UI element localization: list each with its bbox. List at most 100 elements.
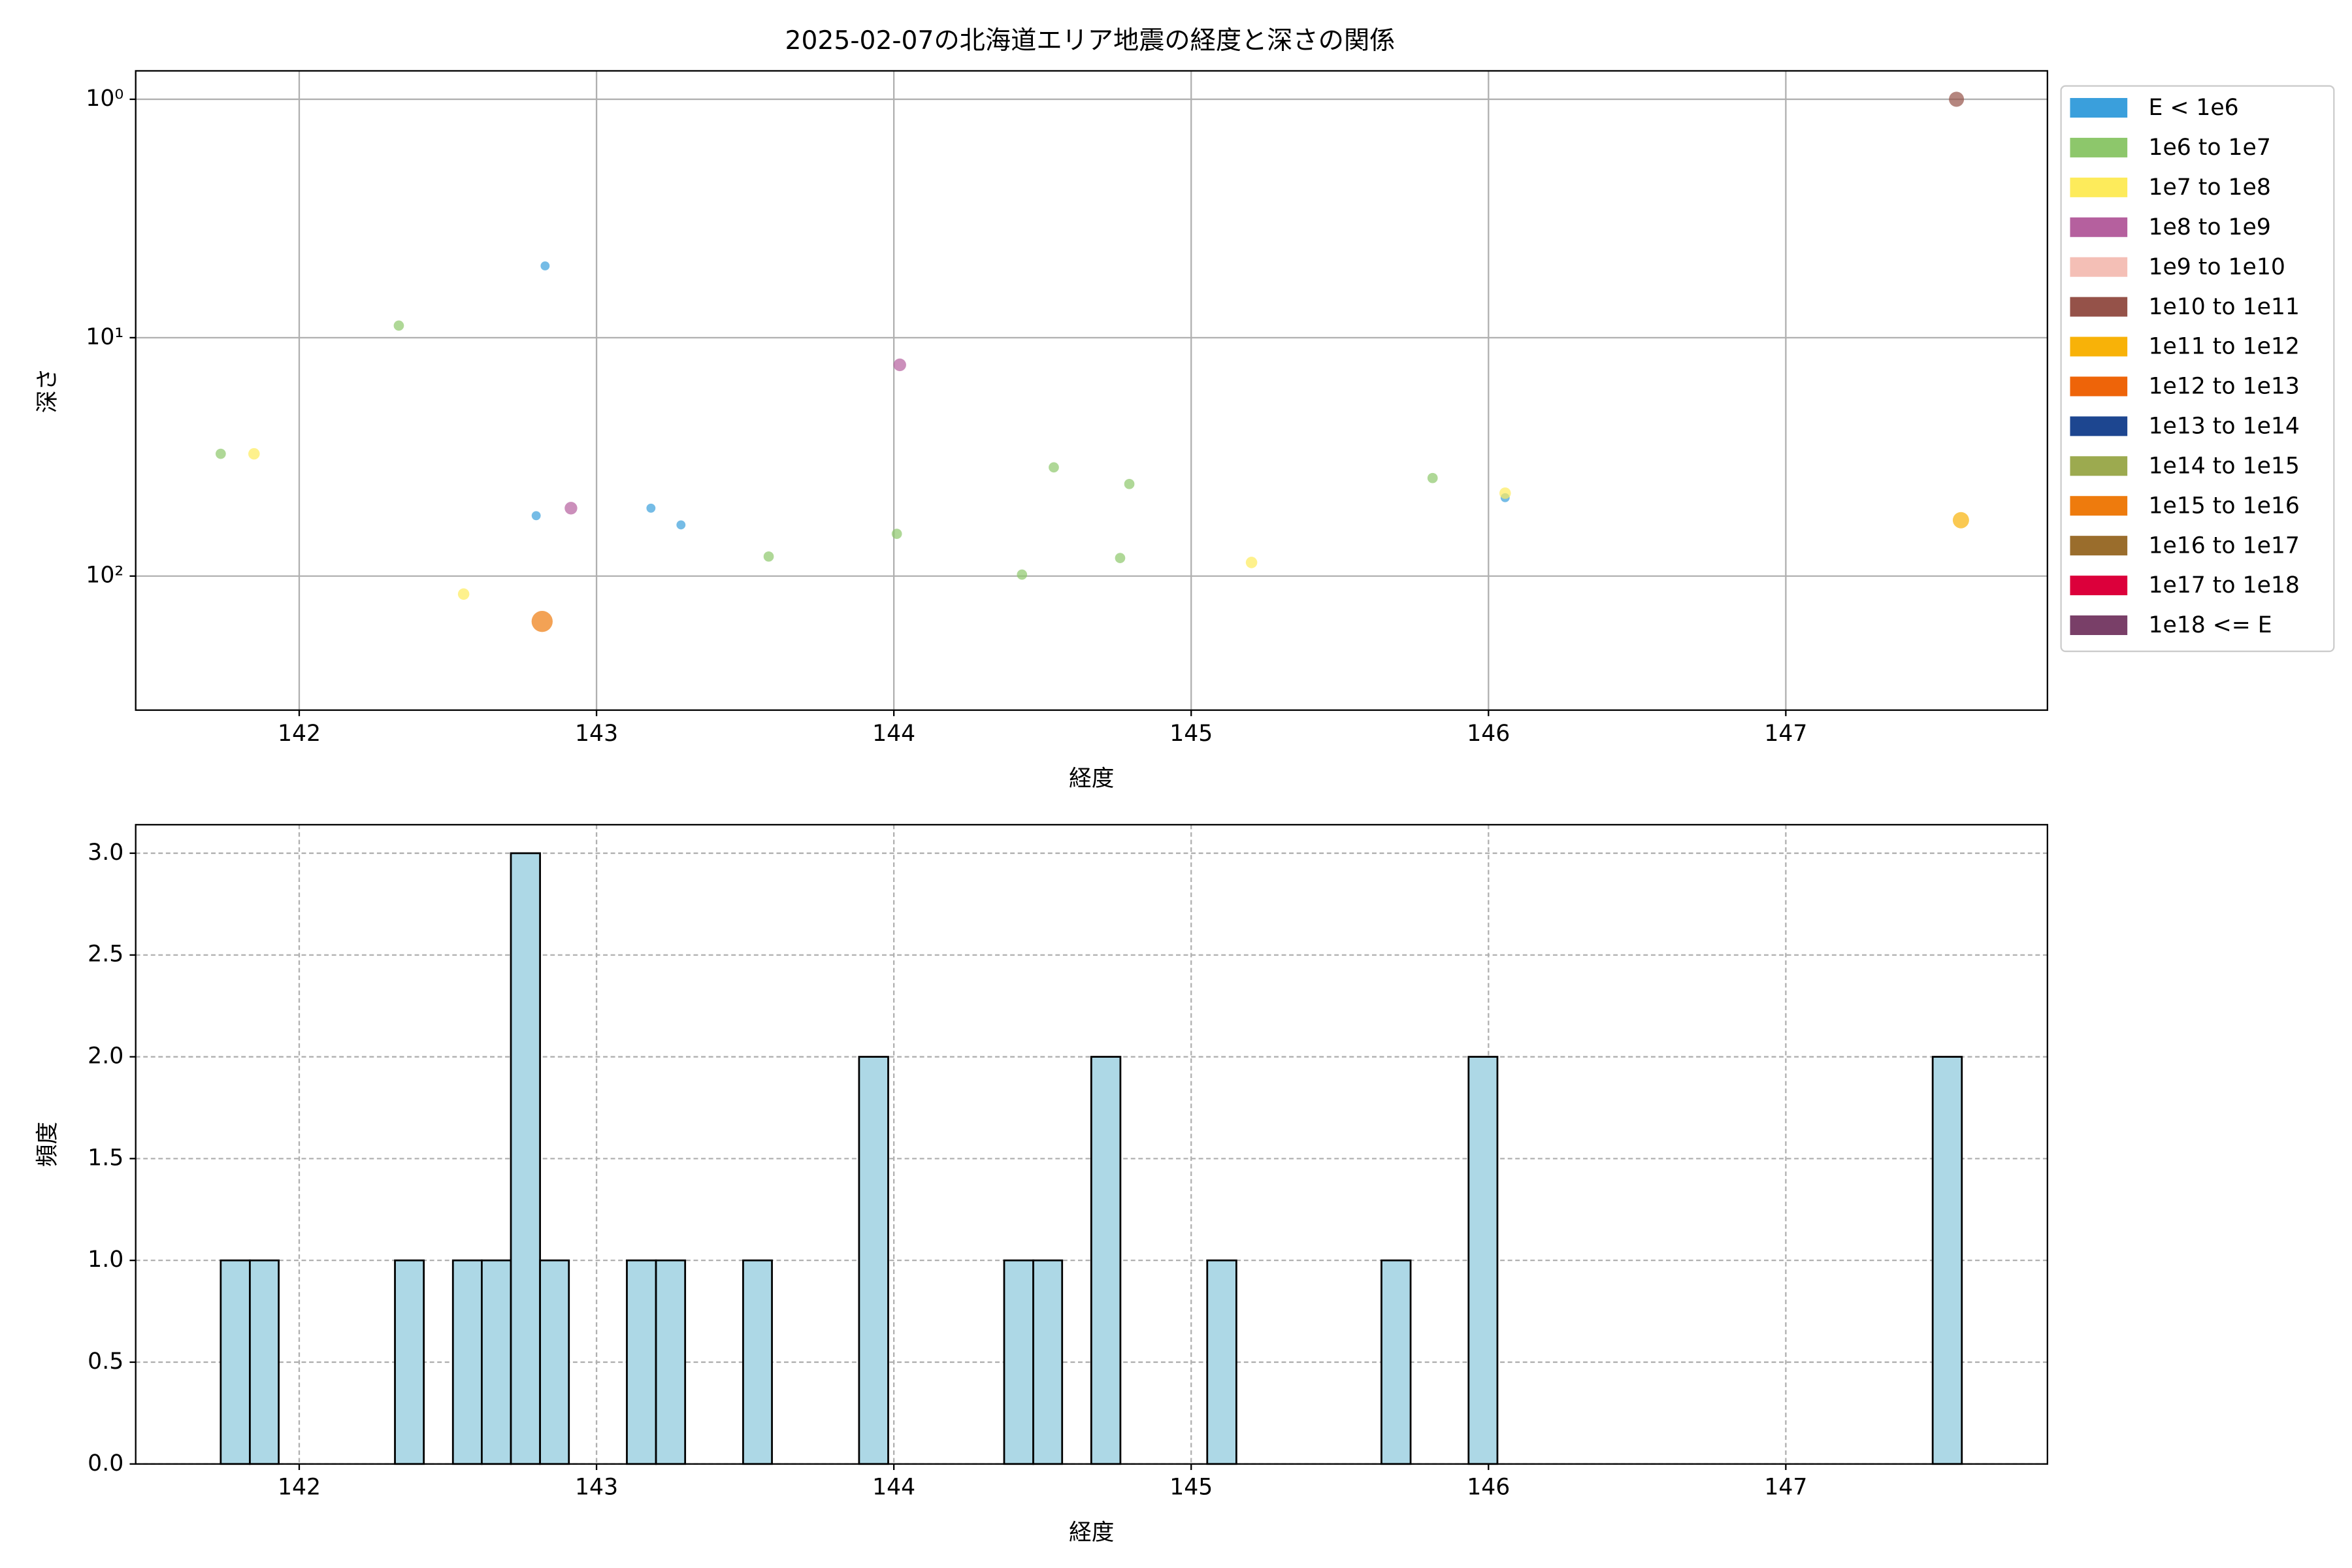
legend-label: E < 1e6: [2148, 95, 2238, 121]
scatter-point: [1017, 569, 1028, 580]
scatter-point: [215, 448, 226, 459]
histogram-bar: [220, 1259, 251, 1465]
legend-swatch: [2070, 376, 2128, 397]
histogram-bar: [481, 1259, 512, 1465]
legend-swatch: [2070, 615, 2128, 635]
scatter-point: [1952, 512, 1969, 529]
histogram-bar: [1032, 1259, 1064, 1465]
histogram-bar: [1003, 1259, 1034, 1465]
histogram-bar: [626, 1259, 657, 1465]
scatter-point: [531, 611, 553, 632]
histogram-bar: [742, 1259, 773, 1465]
legend-swatch: [2070, 536, 2128, 556]
scatter-point: [1049, 462, 1059, 473]
legend-swatch: [2070, 336, 2128, 357]
legend-swatch: [2070, 297, 2128, 317]
legend-swatch: [2070, 217, 2128, 237]
legend-label: 1e16 to 1e17: [2148, 532, 2299, 559]
scatter-point: [457, 588, 470, 600]
legend-swatch: [2070, 456, 2128, 476]
x-tick-label: 144: [872, 721, 915, 747]
x-tick-label: 146: [1467, 1475, 1510, 1501]
x-tick-label: 144: [872, 1475, 915, 1501]
scatter-point: [1115, 553, 1126, 563]
legend-label: 1e10 to 1e11: [2148, 294, 2299, 320]
scatter-point: [763, 551, 774, 562]
legend-label: 1e18 <= E: [2148, 612, 2272, 638]
scatter-point: [564, 502, 578, 515]
scatter-point: [248, 448, 260, 460]
legend-label: 1e11 to 1e12: [2148, 334, 2299, 360]
x-tick-label: 145: [1169, 721, 1213, 747]
histogram-bar: [451, 1259, 483, 1465]
legend-swatch: [2070, 416, 2128, 436]
legend-swatch: [2070, 177, 2128, 197]
scatter-point: [676, 520, 686, 530]
legend-label: 1e12 to 1e13: [2148, 374, 2299, 400]
histogram-bar: [249, 1259, 280, 1465]
legend-swatch: [2070, 98, 2128, 118]
legend-label: 1e7 to 1e8: [2148, 174, 2270, 201]
y-tick-label: 10¹: [86, 324, 123, 350]
x-tick-label: 147: [1764, 721, 1807, 747]
y-tick-label: 2.5: [88, 941, 123, 968]
legend-swatch: [2070, 257, 2128, 277]
y-axis-label: 頻度: [35, 1122, 61, 1167]
legend-swatch: [2070, 496, 2128, 516]
histogram-bar: [858, 1056, 889, 1465]
scatter-point: [1427, 472, 1438, 483]
x-tick-label: 143: [575, 1475, 618, 1501]
histogram-bar: [539, 1259, 570, 1465]
scatter-point: [646, 503, 656, 513]
y-tick-label: 0.0: [88, 1450, 123, 1477]
scatter-point: [891, 529, 902, 539]
histogram-bar: [510, 852, 541, 1465]
scatter-point: [1124, 478, 1135, 489]
legend-label: 1e13 to 1e14: [2148, 414, 2299, 440]
scatter-point: [531, 511, 541, 521]
x-tick-label: 142: [278, 721, 321, 747]
y-tick-label: 2.0: [88, 1043, 123, 1070]
y-tick-label: 1.0: [88, 1247, 123, 1273]
legend-box: [2060, 85, 2335, 653]
histogram-bar: [1467, 1056, 1499, 1465]
x-tick-label: 145: [1169, 1475, 1213, 1501]
chart-title: 2025-02-07の北海道エリア地震の経度と深さの関係: [785, 26, 1396, 56]
histogram-bar: [1380, 1259, 1412, 1465]
legend-label: 1e14 to 1e15: [2148, 453, 2299, 479]
x-tick-label: 146: [1467, 721, 1510, 747]
y-tick-label: 3.0: [88, 840, 123, 866]
y-axis-label: 深さ: [35, 368, 61, 413]
legend-label: 1e9 to 1e10: [2148, 254, 2285, 280]
legend-label: 1e6 to 1e7: [2148, 135, 2270, 161]
scatter-point: [893, 358, 906, 372]
legend-label: 1e17 to 1e18: [2148, 572, 2299, 598]
scatter-point: [540, 261, 550, 270]
scatter-point: [1245, 557, 1258, 568]
plot-frame: [135, 70, 2048, 711]
histogram-bar: [394, 1259, 425, 1465]
legend-label: 1e8 to 1e9: [2148, 214, 2270, 240]
legend-swatch: [2070, 576, 2128, 596]
histogram-bar: [1931, 1056, 1963, 1465]
histogram-bar: [1090, 1056, 1122, 1465]
x-tick-label: 142: [278, 1475, 321, 1501]
scatter-point: [1949, 91, 1965, 107]
y-tick-label: 0.5: [88, 1348, 123, 1375]
legend-swatch: [2070, 137, 2128, 157]
scatter-point: [1499, 487, 1511, 499]
y-tick-label: 1.5: [88, 1145, 123, 1171]
x-tick-label: 143: [575, 721, 618, 747]
x-axis-label: 経度: [1069, 766, 1114, 792]
legend-label: 1e15 to 1e16: [2148, 493, 2299, 519]
y-tick-label: 10²: [86, 563, 123, 589]
scatter-point: [393, 320, 404, 331]
histogram-bar: [1206, 1259, 1237, 1465]
x-axis-label: 経度: [1069, 1520, 1114, 1546]
plot-frame: [135, 824, 2048, 1465]
histogram-bar: [655, 1259, 687, 1465]
y-tick-label: 10⁰: [86, 86, 123, 112]
